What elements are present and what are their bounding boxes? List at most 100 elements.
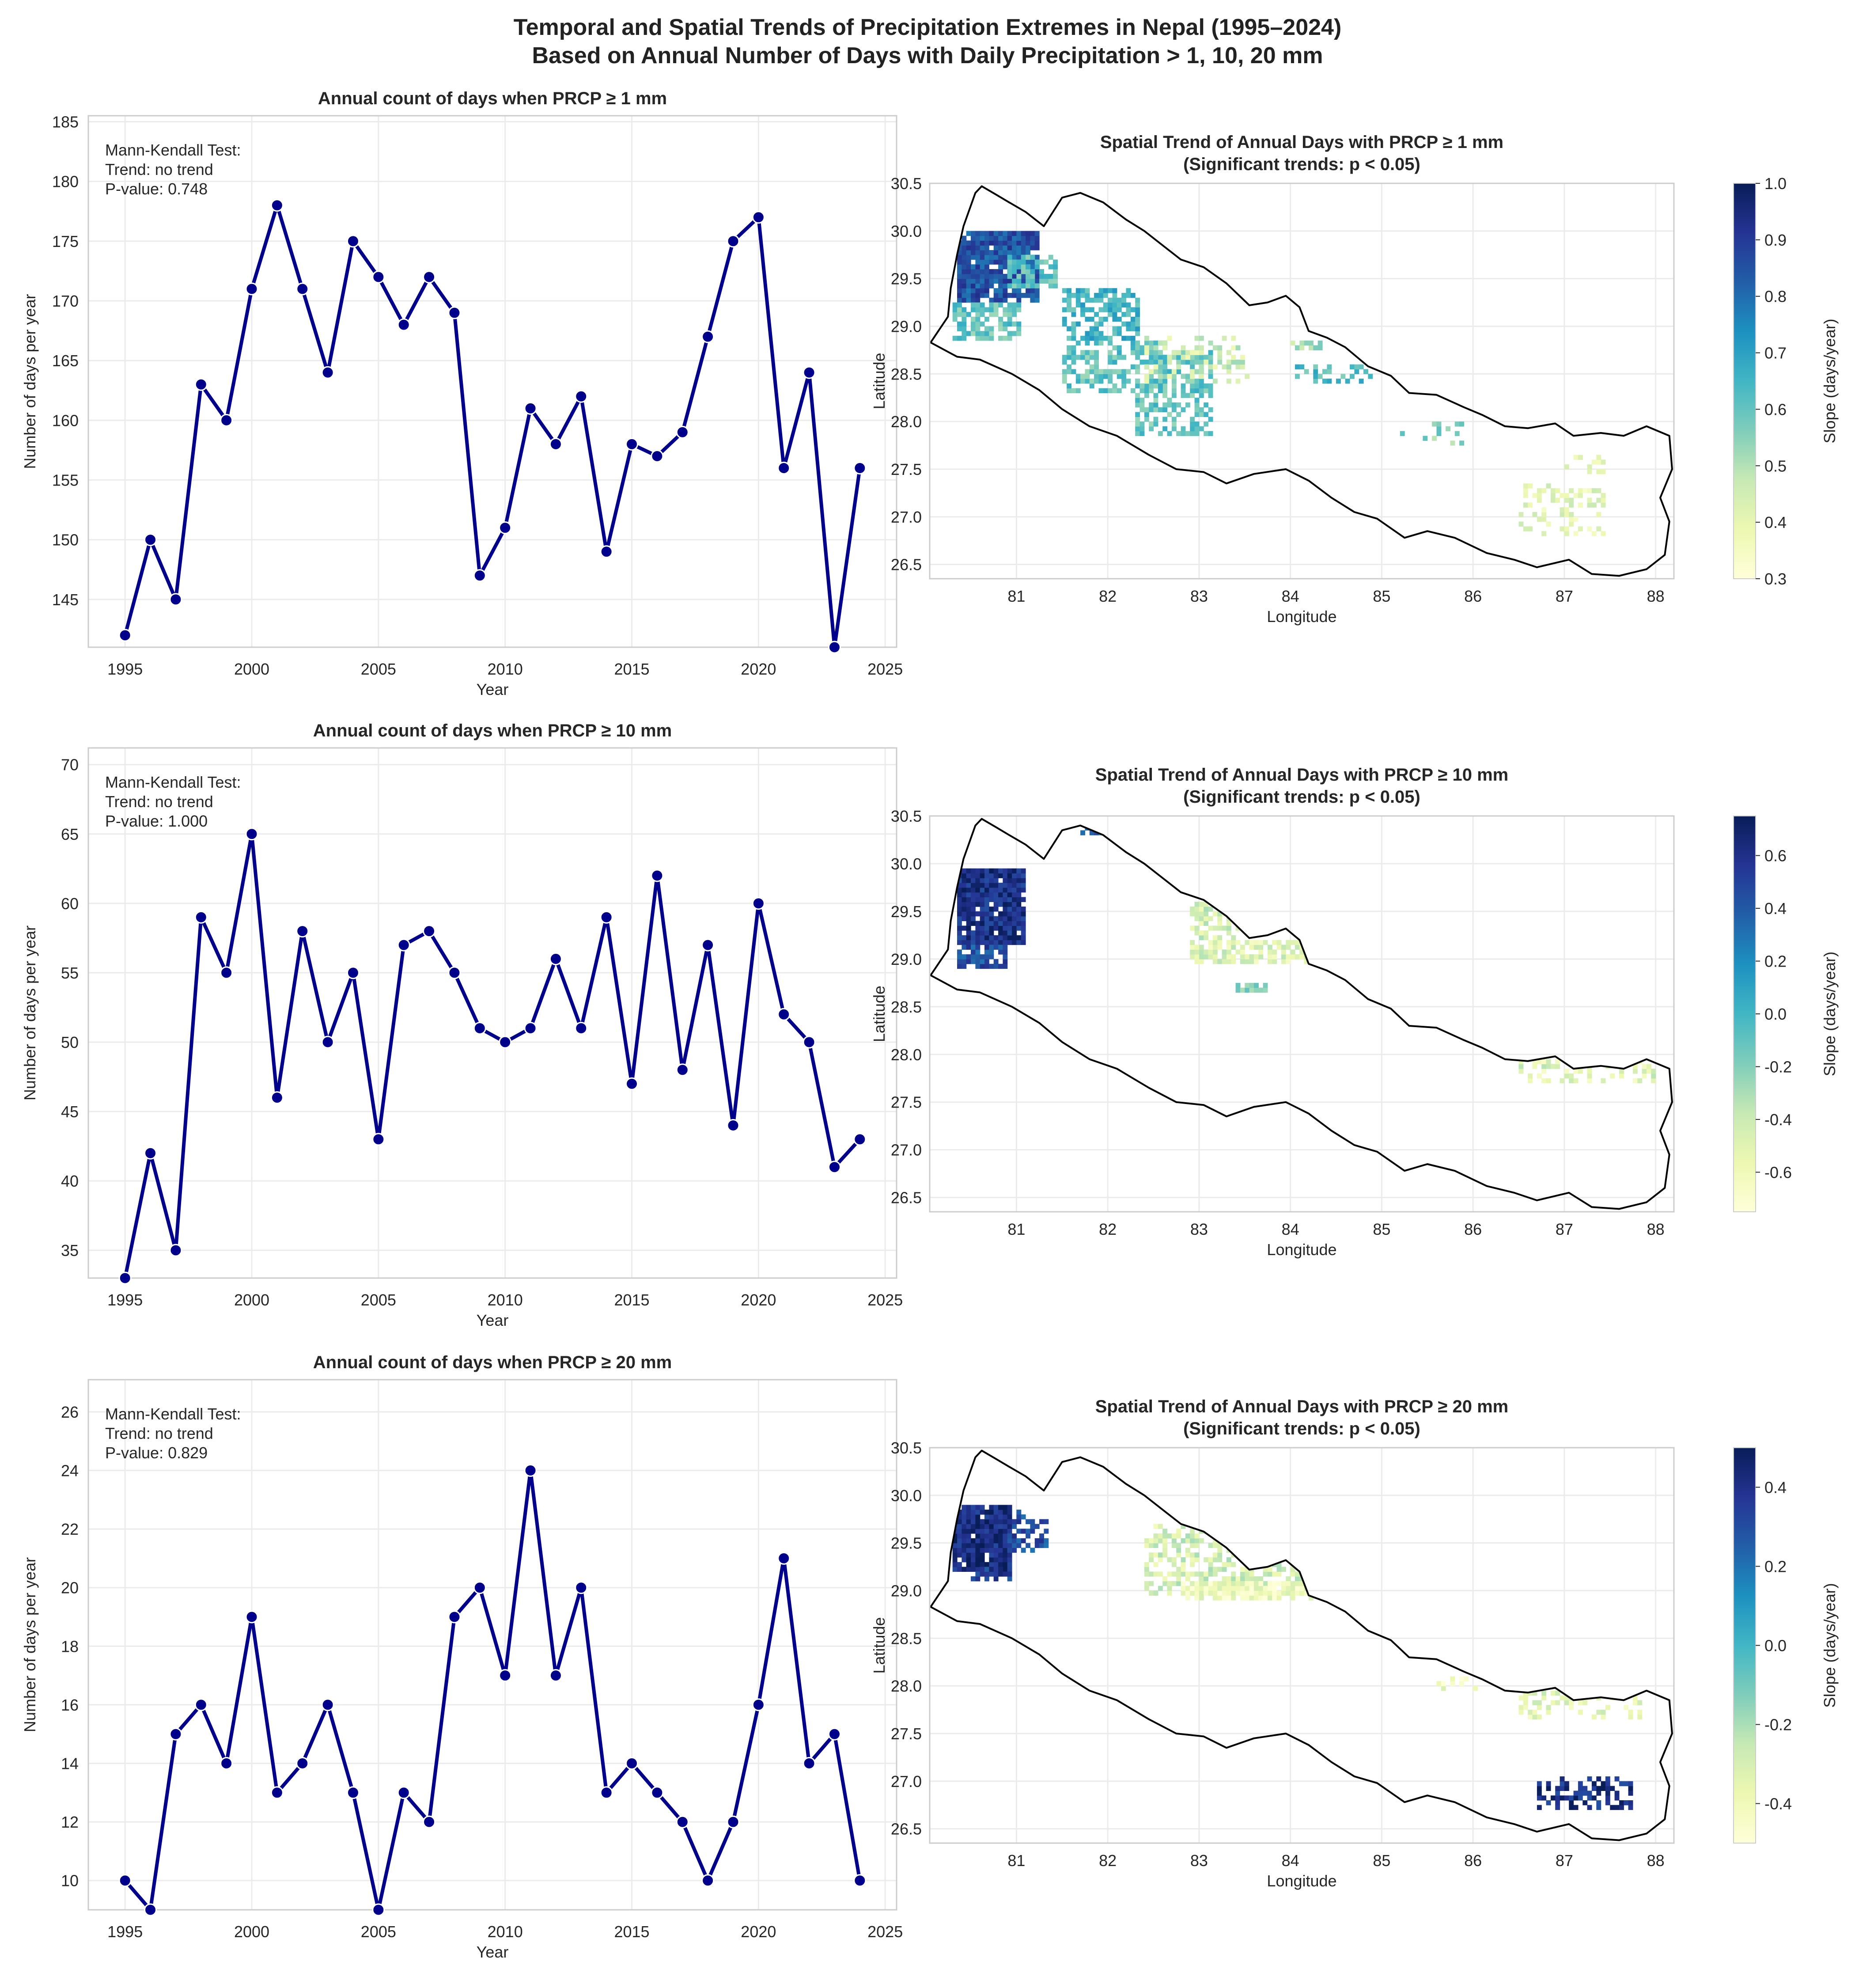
trend-cell (1112, 297, 1117, 303)
trend-cell (1208, 1581, 1213, 1586)
trend-cell (1537, 1805, 1542, 1810)
trend-cell (1021, 283, 1026, 288)
trend-cell (1281, 1567, 1286, 1572)
trend-cell (1249, 1595, 1254, 1601)
y-tick-label: 30.0 (891, 1487, 922, 1505)
trend-cell (1208, 926, 1213, 931)
trend-cell (1112, 293, 1117, 298)
trend-cell (971, 1538, 976, 1544)
trend-cell (975, 1543, 980, 1548)
trend-cell (1295, 364, 1300, 370)
trend-cell (1199, 374, 1204, 379)
y-tick-label: 27.0 (891, 508, 922, 526)
trend-cell (1003, 887, 1008, 893)
trend-cell (1190, 1557, 1195, 1563)
trend-cell (1003, 911, 1008, 917)
trend-cell (1135, 297, 1140, 303)
data-point (194, 378, 208, 391)
trend-cell (980, 1543, 985, 1548)
trend-cell (1240, 1595, 1245, 1601)
trend-cell (971, 935, 976, 941)
trend-cell (1217, 360, 1223, 365)
trend-cell (1181, 374, 1186, 379)
trend-cell (966, 273, 971, 279)
data-point (473, 1581, 486, 1594)
trend-cell (1555, 1059, 1560, 1064)
trend-cell (1272, 940, 1277, 945)
trend-cell (1026, 231, 1030, 236)
trend-cell (1194, 959, 1200, 964)
trend-cell (1098, 293, 1104, 298)
y-axis-label: Latitude (870, 353, 888, 409)
trend-cell (1167, 360, 1172, 365)
trend-cell (1016, 902, 1022, 907)
trend-cell (1245, 959, 1250, 964)
trend-cell (1007, 1543, 1012, 1548)
data-point (245, 282, 258, 296)
trend-cell (1212, 1567, 1218, 1572)
trend-cell (1217, 926, 1223, 931)
trend-cell (1569, 1073, 1574, 1079)
trend-cell (1016, 892, 1022, 898)
trend-cell (1249, 987, 1254, 993)
trend-cell (975, 883, 980, 888)
trend-cell (1108, 369, 1113, 374)
trend-cell (1601, 1078, 1606, 1084)
trend-cell (1080, 350, 1085, 355)
trend-cell (998, 949, 1003, 955)
trend-cell (1171, 407, 1177, 413)
trend-cell (1085, 369, 1090, 374)
y-tick-label: 60 (61, 895, 79, 913)
trend-cell (1204, 911, 1209, 917)
trend-cell (1446, 426, 1450, 432)
trend-cell (1226, 940, 1231, 945)
trend-cell (1523, 526, 1528, 531)
trend-cell (1012, 1524, 1017, 1529)
trend-cell (1153, 402, 1158, 408)
trend-cell (1003, 297, 1008, 303)
data-point (144, 1146, 157, 1160)
trend-cell (1039, 278, 1044, 284)
trend-cell (993, 312, 999, 317)
x-axis-label: Longitude (1267, 1872, 1336, 1890)
trend-cell (1012, 259, 1017, 265)
trend-cell (1235, 1576, 1241, 1582)
trend-cell (1268, 1567, 1272, 1572)
trend-cell (1573, 1069, 1579, 1074)
x-tick-label: 85 (1373, 587, 1390, 605)
trend-cell (966, 254, 971, 260)
trend-cell (1454, 431, 1460, 436)
trend-cell (1007, 930, 1012, 936)
trend-cell (1290, 340, 1295, 346)
trend-cell (1089, 307, 1094, 312)
trend-cell (1596, 455, 1601, 460)
trend-cell (1021, 240, 1026, 246)
trend-cell (1021, 921, 1026, 926)
trend-cell (1135, 393, 1140, 398)
trend-cell (1614, 1791, 1620, 1796)
trend-cell (966, 250, 971, 255)
trend-cell (957, 321, 962, 327)
trend-cell (1560, 1695, 1565, 1701)
trend-cell (1268, 945, 1272, 950)
trend-cell (989, 892, 994, 898)
trend-cell (1149, 374, 1154, 379)
trend-cell (1135, 417, 1140, 422)
trend-cell (1569, 1805, 1574, 1810)
trend-cell (989, 1538, 994, 1544)
trend-cell (962, 878, 967, 883)
y-tick-label: 30.0 (891, 222, 922, 240)
trend-cell (1130, 293, 1136, 298)
x-tick-label: 1995 (107, 1291, 143, 1309)
trend-cell (1130, 388, 1136, 394)
trend-cell (1167, 1590, 1172, 1596)
trend-cell (993, 907, 999, 912)
trend-cell (1007, 1548, 1012, 1553)
trend-cell (1263, 987, 1268, 993)
trend-cell (1085, 350, 1090, 355)
trend-cell (1012, 231, 1017, 236)
trend-cell (989, 1567, 994, 1572)
trend-cell (993, 1514, 999, 1520)
trend-cell (980, 935, 985, 941)
trend-cell (1254, 954, 1259, 960)
